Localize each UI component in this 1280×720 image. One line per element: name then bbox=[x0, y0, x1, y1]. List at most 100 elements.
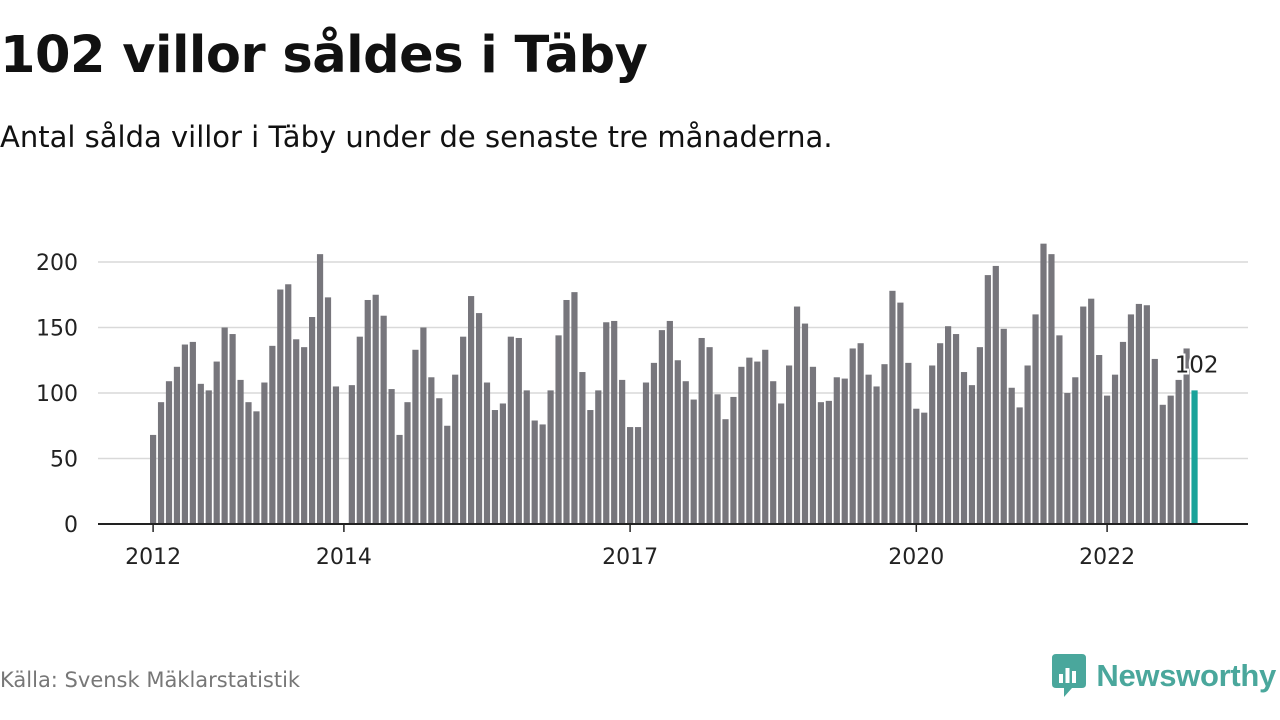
bar bbox=[889, 290, 896, 524]
bar bbox=[746, 357, 753, 524]
bar bbox=[324, 297, 332, 524]
bar bbox=[563, 299, 570, 524]
bar bbox=[619, 379, 626, 524]
bar bbox=[706, 347, 713, 524]
x-tick-label: 2014 bbox=[316, 545, 372, 570]
bar bbox=[444, 425, 451, 524]
bar bbox=[992, 265, 999, 524]
bar bbox=[332, 386, 340, 524]
bar bbox=[730, 396, 737, 524]
bar bbox=[952, 334, 960, 524]
bar bbox=[412, 349, 419, 524]
bar bbox=[261, 382, 268, 524]
y-tick-label: 0 bbox=[64, 513, 78, 538]
bar bbox=[658, 330, 665, 524]
bar bbox=[1096, 355, 1103, 524]
bar bbox=[515, 337, 522, 524]
bar bbox=[507, 336, 514, 524]
bar bbox=[460, 336, 467, 524]
bar bbox=[523, 390, 530, 524]
bar bbox=[531, 420, 538, 524]
x-tick-label: 2017 bbox=[602, 545, 658, 570]
bar bbox=[666, 320, 673, 524]
brand-name: Newsworthy bbox=[1096, 658, 1276, 693]
bar bbox=[213, 361, 220, 524]
bar bbox=[801, 323, 809, 524]
bar bbox=[1167, 395, 1174, 524]
bar bbox=[404, 402, 411, 524]
bar bbox=[1135, 303, 1142, 524]
bar bbox=[1008, 387, 1015, 524]
bar bbox=[603, 322, 610, 524]
y-tick-label: 100 bbox=[36, 382, 78, 407]
bar bbox=[825, 400, 832, 524]
bar bbox=[778, 403, 785, 524]
bar bbox=[181, 344, 188, 524]
x-tick-label: 2020 bbox=[888, 545, 944, 570]
bar bbox=[189, 341, 196, 524]
bar-chart: 0 50 100 150 200 2012 2014 2017 2020 2022 102 bbox=[36, 243, 1248, 570]
bar bbox=[897, 302, 904, 524]
bar bbox=[865, 374, 872, 524]
bar bbox=[786, 365, 793, 524]
bar bbox=[849, 348, 856, 524]
bar bbox=[388, 389, 395, 524]
bar bbox=[1032, 314, 1039, 524]
y-tick-label: 50 bbox=[50, 448, 78, 473]
bar bbox=[364, 299, 371, 524]
bar bbox=[1175, 379, 1182, 524]
brand-logo[interactable]: Newsworthy bbox=[1050, 654, 1276, 698]
bar bbox=[976, 347, 983, 524]
bar bbox=[698, 337, 705, 524]
bar bbox=[937, 343, 944, 524]
bar bbox=[1088, 298, 1095, 524]
bar bbox=[833, 377, 840, 524]
bar bbox=[475, 313, 483, 524]
highlight-value-label: 102 bbox=[1175, 352, 1219, 378]
bar bbox=[468, 296, 475, 524]
bar bbox=[277, 289, 284, 524]
bar bbox=[269, 345, 276, 524]
bar bbox=[682, 381, 689, 524]
bar bbox=[1143, 305, 1150, 524]
bar bbox=[1016, 407, 1023, 524]
bar bbox=[881, 364, 888, 524]
bar bbox=[436, 398, 443, 524]
bar bbox=[690, 399, 697, 524]
bar bbox=[150, 434, 157, 524]
bar bbox=[809, 366, 817, 524]
bar bbox=[595, 390, 602, 524]
bar bbox=[396, 434, 403, 524]
bar bbox=[229, 334, 236, 524]
bar bbox=[793, 306, 801, 524]
bar bbox=[960, 372, 968, 524]
bar bbox=[571, 292, 578, 524]
bar bbox=[1111, 374, 1119, 524]
bar bbox=[1048, 254, 1055, 524]
bar bbox=[197, 383, 204, 524]
bar bbox=[356, 336, 363, 524]
bar bbox=[491, 410, 499, 524]
bar bbox=[873, 386, 880, 524]
x-tick-label: 2022 bbox=[1079, 545, 1135, 570]
bar bbox=[945, 326, 952, 524]
bar bbox=[316, 254, 324, 524]
bar bbox=[301, 347, 308, 524]
bar bbox=[1119, 341, 1127, 524]
bar bbox=[1056, 335, 1063, 524]
bar bbox=[762, 349, 769, 524]
bar bbox=[857, 343, 864, 524]
bar bbox=[1159, 404, 1166, 524]
bar bbox=[309, 317, 316, 524]
bar bbox=[245, 402, 252, 524]
bar bbox=[420, 327, 427, 524]
bar bbox=[1080, 306, 1087, 524]
bar bbox=[253, 411, 260, 524]
bar bbox=[165, 381, 173, 524]
chart-subtitle: Antal sålda villor i Täby under de senas… bbox=[0, 120, 833, 154]
x-tick-label: 2012 bbox=[125, 545, 181, 570]
source-note: Källa: Svensk Mäklarstatistik bbox=[0, 668, 301, 692]
bar bbox=[754, 361, 761, 524]
bar bbox=[1127, 314, 1135, 524]
bar bbox=[714, 394, 721, 524]
